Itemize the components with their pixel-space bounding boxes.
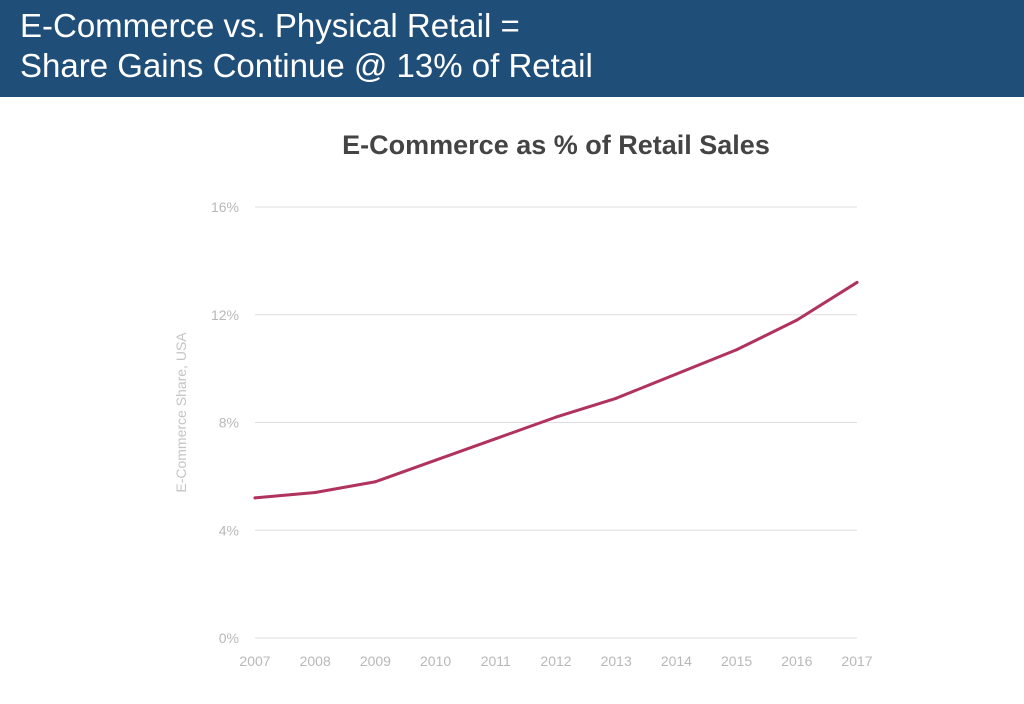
x-tick-label: 2014 [661,653,692,669]
data-point-2008 [313,491,317,495]
x-tick-label: 2009 [360,653,391,669]
data-point-2007 [253,496,257,500]
data-point-2013 [614,396,618,400]
slide-header: E-Commerce vs. Physical Retail = Share G… [0,0,1024,97]
y-tick-label: 4% [219,522,239,538]
data-point-2017 [855,280,859,284]
slide-title-line-2: Share Gains Continue @ 13% of Retail [20,47,593,84]
data-point-2012 [554,415,558,419]
y-tick-label: 0% [219,630,239,646]
x-tick-label: 2010 [420,653,451,669]
y-tick-label: 12% [211,307,239,323]
data-point-2016 [795,318,799,322]
data-point-2014 [674,372,678,376]
data-point-2011 [494,437,498,441]
slide-title-line-1: E-Commerce vs. Physical Retail = [20,7,520,44]
x-tick-label: 2007 [239,653,270,669]
x-tick-label: 2013 [601,653,632,669]
chart-title: E-Commerce as % of Retail Sales [342,130,770,160]
y-axis-label: E-Commerce Share, USA [173,332,189,493]
x-tick-label: 2015 [721,653,752,669]
x-tick-label: 2016 [781,653,812,669]
x-tick-label: 2011 [481,653,511,669]
data-point-2010 [434,458,438,462]
data-point-2009 [373,480,377,484]
y-tick-label: 8% [219,415,239,431]
data-point-2015 [735,348,739,352]
x-tick-label: 2008 [300,653,331,669]
y-tick-label: 16% [211,199,239,215]
x-tick-label: 2012 [540,653,571,669]
x-tick-label: 2017 [841,653,872,669]
